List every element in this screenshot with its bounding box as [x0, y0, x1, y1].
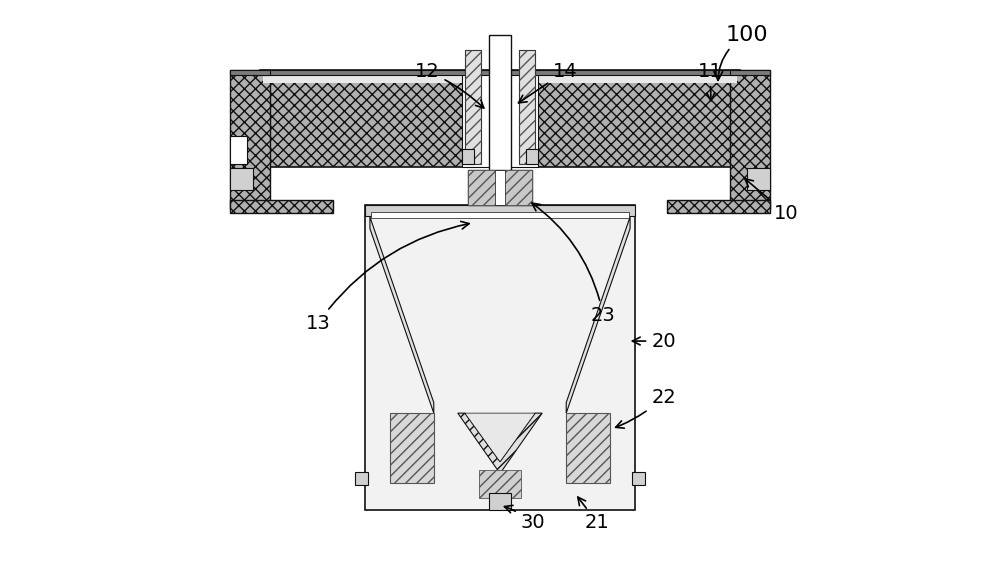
Bar	[230, 136, 247, 164]
Bar	[504, 170, 532, 205]
Bar	[365, 205, 635, 216]
Bar	[465, 50, 481, 164]
Bar	[365, 205, 635, 510]
Bar	[371, 212, 629, 218]
Bar	[632, 472, 645, 485]
Bar	[260, 70, 740, 75]
Polygon shape	[566, 217, 630, 413]
Bar	[462, 149, 474, 164]
Text: 11: 11	[698, 62, 723, 101]
Bar	[489, 35, 511, 170]
Bar	[465, 50, 481, 164]
Bar	[730, 70, 770, 75]
Bar	[495, 170, 505, 205]
Bar	[390, 413, 434, 483]
Bar	[355, 472, 368, 485]
Bar	[263, 73, 737, 83]
Bar	[747, 168, 770, 190]
Text: 30: 30	[504, 505, 545, 532]
Bar	[230, 200, 333, 213]
Text: 21: 21	[578, 497, 610, 532]
Text: 10: 10	[745, 179, 799, 223]
Polygon shape	[465, 413, 535, 462]
Text: 13: 13	[305, 222, 469, 333]
Bar	[730, 70, 770, 209]
Bar	[462, 70, 538, 167]
Polygon shape	[458, 413, 542, 473]
Text: 22: 22	[616, 388, 676, 428]
Bar	[667, 200, 770, 213]
Text: 100: 100	[714, 25, 768, 80]
Text: 20: 20	[632, 332, 676, 350]
Bar	[566, 413, 610, 483]
Bar	[526, 149, 538, 164]
Bar	[230, 70, 270, 75]
Bar	[519, 50, 535, 164]
Bar	[230, 168, 253, 190]
Text: 12: 12	[415, 62, 484, 108]
Bar	[468, 170, 496, 205]
Text: 14: 14	[518, 62, 577, 103]
Text: 23: 23	[532, 203, 616, 325]
Bar	[489, 493, 511, 510]
Bar	[519, 50, 535, 164]
Bar	[230, 70, 270, 209]
Bar	[260, 70, 740, 167]
Bar	[468, 170, 532, 205]
Bar	[479, 470, 521, 498]
Polygon shape	[370, 217, 434, 413]
